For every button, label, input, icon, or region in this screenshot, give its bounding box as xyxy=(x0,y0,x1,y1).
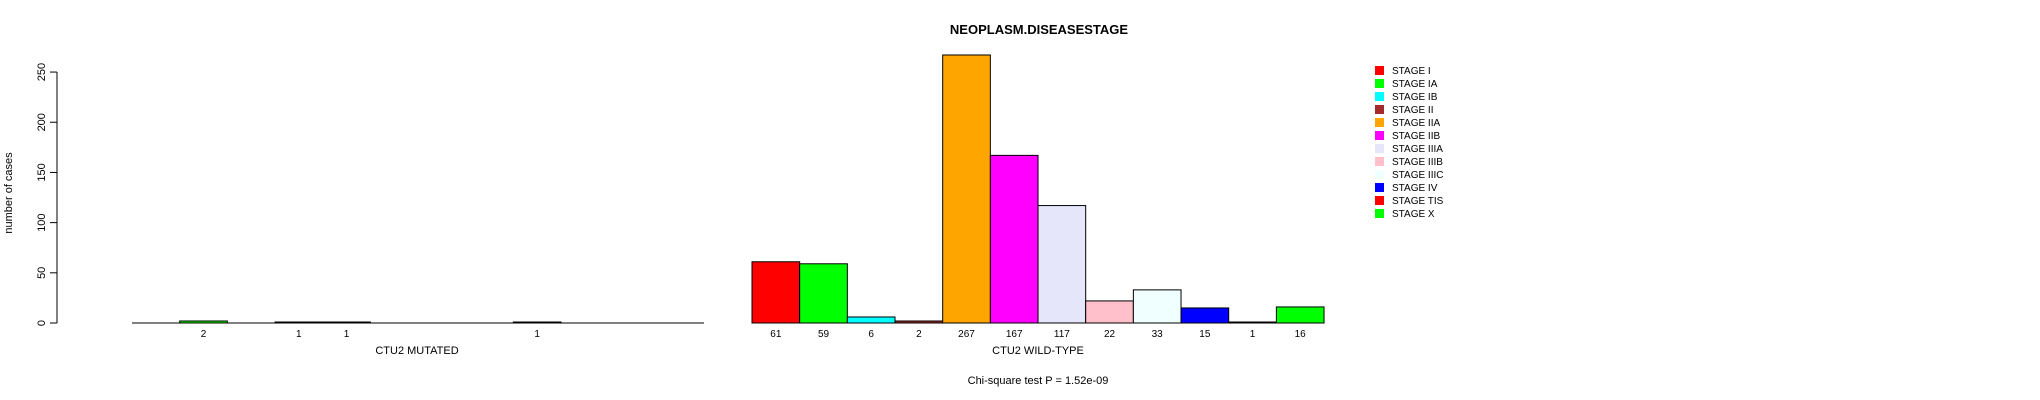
legend-label: STAGE IIB xyxy=(1392,131,1440,142)
bar-stage-ii xyxy=(274,321,324,324)
legend-label: STAGE I xyxy=(1392,66,1431,77)
x-axis-label-wildtype: CTU2 WILD-TYPE xyxy=(992,345,1084,357)
bar-stage-iv xyxy=(1180,307,1230,324)
legend-swatch xyxy=(1375,131,1384,140)
bar-value-label: 1 xyxy=(296,329,302,340)
bar-value-label: 167 xyxy=(1006,329,1023,340)
bar-stage-iiia xyxy=(1037,205,1087,324)
legend-swatch xyxy=(1375,118,1384,127)
legend-label: STAGE IIIB xyxy=(1392,157,1443,168)
legend-label: STAGE II xyxy=(1392,105,1434,116)
bar-stage-ii xyxy=(894,320,944,324)
legend-label: STAGE IIIA xyxy=(1392,144,1443,155)
bar-value-label: 22 xyxy=(1104,329,1116,340)
bar-value-label: 33 xyxy=(1152,329,1164,340)
panel-mutated: 2 1 1 1 xyxy=(132,320,704,340)
legend-swatch xyxy=(1375,105,1384,114)
legend-swatch xyxy=(1375,196,1384,205)
bar-stage-ia xyxy=(799,263,848,324)
legend-label: STAGE IIA xyxy=(1392,118,1440,129)
legend-swatch xyxy=(1375,79,1384,88)
bar-stage-tis xyxy=(1228,321,1277,324)
legend-label: STAGE TIS xyxy=(1392,196,1444,207)
legend-label: STAGE IA xyxy=(1392,79,1438,90)
footnote-pvalue: Chi-square test P = 1.52e-09 xyxy=(968,375,1109,387)
bar-stage-i xyxy=(751,261,801,324)
bar-value-label: 1 xyxy=(534,329,540,340)
bar-stage-iiic xyxy=(1132,289,1182,324)
legend-label: STAGE X xyxy=(1392,209,1435,220)
y-tick-label: 50 xyxy=(36,267,48,279)
panel-wildtype: 61 59 6 2 267 167 117 22 33 15 1 16 xyxy=(751,54,1325,340)
bar-stage-ib xyxy=(846,316,896,324)
bar-value-label: 2 xyxy=(916,329,922,340)
bar-stage-iiic xyxy=(512,321,562,324)
bar-stage-iia xyxy=(322,321,371,324)
bar-value-label: 59 xyxy=(818,329,830,340)
y-tick-label: 250 xyxy=(36,63,48,81)
bar-value-label: 2 xyxy=(201,329,207,340)
y-axis: 0 50 100 150 200 250 xyxy=(36,63,58,326)
bar-stage-iia xyxy=(942,54,991,324)
legend-swatch xyxy=(1375,92,1384,101)
bar-stage-iib xyxy=(989,154,1039,324)
bar-value-label: 117 xyxy=(1054,329,1070,340)
legend-swatch xyxy=(1375,209,1384,218)
bar-stage-iiib xyxy=(1085,300,1134,324)
y-tick-label: 200 xyxy=(36,113,48,131)
chart-title: NEOPLASM.DISEASESTAGE xyxy=(950,22,1129,37)
bar-stage-ia xyxy=(179,320,228,324)
legend-label: STAGE IB xyxy=(1392,92,1438,103)
bar-value-label: 16 xyxy=(1295,329,1307,340)
x-axis-label-mutated: CTU2 MUTATED xyxy=(375,345,458,357)
y-axis-label: number of cases xyxy=(3,152,15,234)
legend-swatch xyxy=(1375,183,1384,192)
legend-label: STAGE IV xyxy=(1392,183,1438,194)
legend-swatch xyxy=(1375,170,1384,179)
legend: STAGE I STAGE IA STAGE IB STAGE II STAGE IIA… xyxy=(1375,66,1444,220)
legend-label: STAGE IIIC xyxy=(1392,170,1444,181)
y-tick-label: 0 xyxy=(36,320,48,326)
bar-value-label: 61 xyxy=(770,329,782,340)
y-tick-label: 150 xyxy=(36,163,48,181)
legend-swatch xyxy=(1375,144,1384,153)
bar-value-label: 1 xyxy=(344,329,350,340)
y-tick-label: 100 xyxy=(36,213,48,231)
bar-value-label: 1 xyxy=(1250,329,1256,340)
bar-value-label: 267 xyxy=(958,329,975,340)
legend-swatch xyxy=(1375,157,1384,166)
bar-value-label: 6 xyxy=(868,329,874,340)
bar-value-label: 15 xyxy=(1199,329,1211,340)
legend-swatch xyxy=(1375,66,1384,75)
bar-stage-x xyxy=(1275,306,1325,324)
